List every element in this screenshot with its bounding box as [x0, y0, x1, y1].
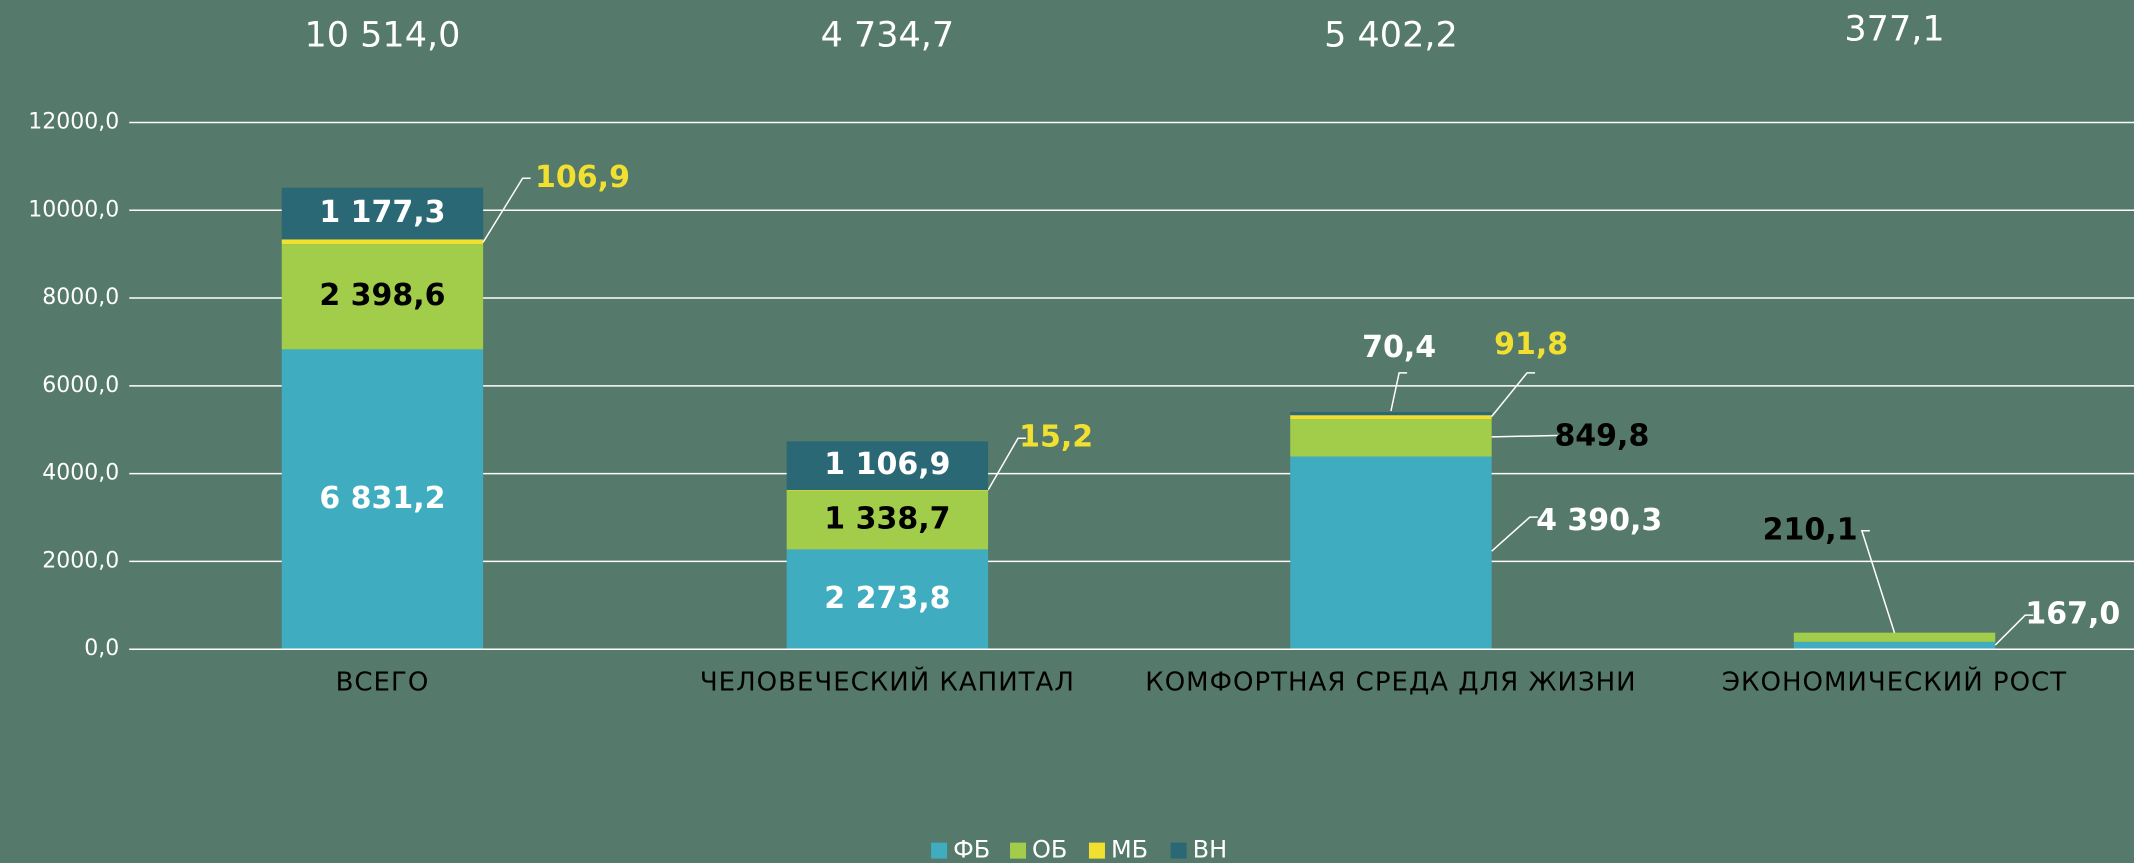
legend-label: ОБ	[1032, 836, 1067, 863]
x-tick-label: КОМФОРТНАЯ СРЕДА ДЛЯ ЖИЗНИ	[1145, 668, 1636, 698]
data-label: 167,0	[2025, 597, 2120, 632]
data-label: 106,9	[535, 160, 630, 195]
bar-segment	[281, 187, 484, 240]
bar-segment	[281, 244, 484, 350]
y-tick-label: 0,0	[84, 636, 119, 661]
total-label: 5 402,2	[1324, 16, 1458, 56]
data-label: 1 338,7	[824, 502, 950, 537]
data-label: 91,8	[1494, 327, 1568, 362]
total-label: 10 514,0	[305, 16, 461, 56]
data-label: 70,4	[1362, 330, 1436, 365]
data-label: 2 398,6	[319, 278, 445, 313]
x-tick-label: ЧЕЛОВЕЧЕСКИЙ КАПИТАЛ	[700, 666, 1075, 698]
y-tick-label: 2000,0	[42, 548, 119, 573]
x-tick-label: ЭКОНОМИЧЕСКИЙ РОСТ	[1722, 666, 2067, 698]
data-label: 1 177,3	[319, 195, 445, 230]
bar-segment	[1290, 456, 1492, 650]
legend-swatch	[1088, 842, 1105, 859]
leader-line	[1860, 530, 1896, 634]
x-tick-label: ВСЕГО	[336, 668, 430, 698]
legend-swatch	[1170, 842, 1187, 859]
bar-segment	[786, 441, 989, 490]
bar-segment	[786, 549, 989, 650]
total-label: 377,1	[1844, 10, 1944, 50]
data-label: 849,8	[1554, 418, 1649, 453]
leader-line	[987, 437, 1027, 491]
data-label: 1 106,9	[824, 447, 950, 482]
bar-segment	[281, 349, 484, 650]
total-label: 4 734,7	[821, 16, 955, 56]
y-tick-label: 4000,0	[42, 461, 119, 486]
bar-segment	[786, 489, 989, 491]
bar-segment	[1290, 419, 1492, 457]
legend-label: ВН	[1193, 836, 1228, 863]
leader-line	[1491, 434, 1564, 438]
leader-line	[1491, 516, 1538, 552]
y-tick-label: 10000,0	[28, 197, 119, 222]
y-tick-label: 12000,0	[28, 109, 119, 134]
bar-segment	[1290, 415, 1492, 420]
y-tick-label: 6000,0	[42, 373, 119, 398]
legend-swatch	[931, 842, 948, 859]
leader-line	[1994, 614, 2034, 646]
data-label: 6 831,2	[319, 481, 445, 516]
legend-label: ФБ	[953, 836, 990, 863]
data-label: 4 390,3	[1536, 503, 1662, 538]
leader-line	[1390, 372, 1408, 412]
bar-segment	[1793, 641, 1996, 650]
bar-segment	[1290, 412, 1492, 416]
leader-line	[1491, 372, 1536, 417]
data-label: 2 273,8	[824, 581, 950, 616]
bar-segment	[786, 490, 989, 550]
data-label: 210,1	[1763, 512, 1858, 547]
bar-segment	[1793, 632, 1996, 642]
leader-line	[482, 177, 531, 243]
legend-swatch	[1010, 842, 1027, 859]
bar-segment	[281, 239, 484, 245]
data-label: 15,2	[1019, 420, 1093, 455]
y-tick-label: 8000,0	[42, 285, 119, 310]
legend-label: МБ	[1111, 836, 1148, 863]
